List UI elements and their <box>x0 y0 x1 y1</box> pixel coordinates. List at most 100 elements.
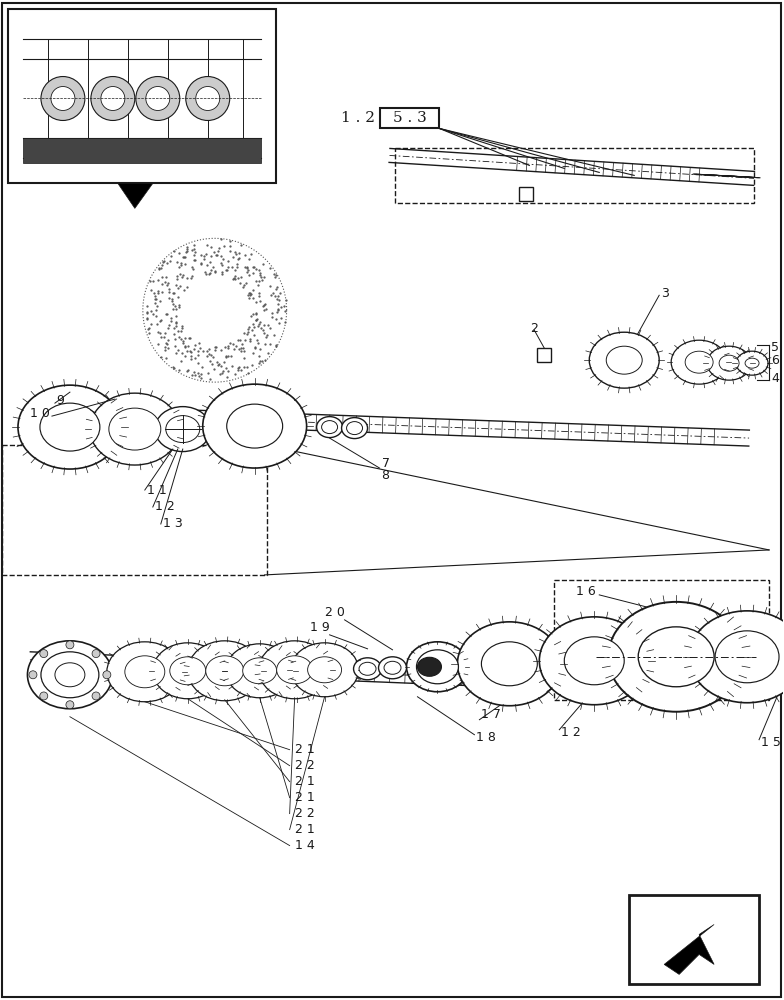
Ellipse shape <box>347 422 362 435</box>
Ellipse shape <box>307 657 342 683</box>
Circle shape <box>41 77 85 120</box>
Ellipse shape <box>205 656 244 686</box>
Ellipse shape <box>406 642 468 692</box>
Ellipse shape <box>418 657 441 676</box>
Ellipse shape <box>719 355 739 371</box>
Text: 1 2: 1 2 <box>561 726 581 739</box>
Text: 1 7: 1 7 <box>481 708 501 721</box>
Ellipse shape <box>291 643 358 697</box>
Bar <box>554 580 769 700</box>
Text: 5: 5 <box>771 341 779 354</box>
Ellipse shape <box>590 332 659 388</box>
Circle shape <box>146 87 170 110</box>
Ellipse shape <box>203 384 307 468</box>
Ellipse shape <box>55 663 85 687</box>
Text: 1 5: 1 5 <box>761 736 781 749</box>
Ellipse shape <box>40 403 100 451</box>
Ellipse shape <box>416 650 459 684</box>
Polygon shape <box>23 138 260 163</box>
Text: 7: 7 <box>382 457 390 470</box>
Circle shape <box>66 701 74 709</box>
Ellipse shape <box>384 661 401 674</box>
Ellipse shape <box>170 657 205 685</box>
Text: 2 1: 2 1 <box>295 823 314 836</box>
Text: 1 . 2: 1 . 2 <box>340 111 375 125</box>
Text: 2 0: 2 0 <box>325 606 344 619</box>
Ellipse shape <box>321 421 338 434</box>
Circle shape <box>136 77 180 120</box>
Ellipse shape <box>457 622 561 706</box>
Ellipse shape <box>715 631 779 683</box>
Circle shape <box>91 77 135 120</box>
Bar <box>2 445 267 575</box>
Ellipse shape <box>342 418 368 439</box>
Ellipse shape <box>107 642 183 702</box>
Text: 1 4: 1 4 <box>295 839 314 852</box>
Ellipse shape <box>41 652 99 698</box>
Ellipse shape <box>90 393 180 465</box>
Text: 2: 2 <box>531 322 539 335</box>
Ellipse shape <box>27 641 112 709</box>
Bar <box>519 187 533 201</box>
Circle shape <box>196 87 220 110</box>
Ellipse shape <box>481 642 537 686</box>
Circle shape <box>186 77 230 120</box>
Circle shape <box>92 650 100 658</box>
Ellipse shape <box>539 617 649 705</box>
Text: 2 2: 2 2 <box>295 759 314 772</box>
Ellipse shape <box>707 346 751 380</box>
Text: 2 1: 2 1 <box>295 775 314 788</box>
Circle shape <box>92 692 100 700</box>
Text: 1 2: 1 2 <box>154 500 175 513</box>
Bar <box>8 9 276 183</box>
Ellipse shape <box>745 358 759 368</box>
Ellipse shape <box>18 385 122 469</box>
Ellipse shape <box>671 340 727 384</box>
Ellipse shape <box>354 658 382 680</box>
Ellipse shape <box>165 416 200 443</box>
Circle shape <box>40 650 48 658</box>
Text: 2 1: 2 1 <box>295 743 314 756</box>
Ellipse shape <box>109 408 161 450</box>
Bar <box>630 895 759 984</box>
Text: 5 . 3: 5 . 3 <box>393 111 426 125</box>
Bar <box>537 348 551 362</box>
Text: 1 8: 1 8 <box>477 731 496 744</box>
Polygon shape <box>118 183 153 208</box>
Circle shape <box>101 87 125 110</box>
Ellipse shape <box>379 657 406 679</box>
Ellipse shape <box>226 644 294 698</box>
Bar <box>379 108 440 128</box>
Circle shape <box>51 87 75 110</box>
Ellipse shape <box>187 641 262 701</box>
Ellipse shape <box>125 656 165 688</box>
Ellipse shape <box>685 351 713 373</box>
Text: 2 1: 2 1 <box>295 791 314 804</box>
Circle shape <box>66 641 74 649</box>
Ellipse shape <box>243 658 277 684</box>
Ellipse shape <box>564 637 624 685</box>
Circle shape <box>29 671 37 679</box>
Text: 3: 3 <box>661 287 669 300</box>
Text: 2 2: 2 2 <box>295 807 314 820</box>
Text: 1 1: 1 1 <box>147 484 166 497</box>
Text: 4: 4 <box>771 372 779 385</box>
Text: 1 0: 1 0 <box>30 407 50 420</box>
Bar <box>394 148 754 203</box>
Circle shape <box>103 671 111 679</box>
Text: 1 9: 1 9 <box>310 621 329 634</box>
Text: 8: 8 <box>382 469 390 482</box>
Ellipse shape <box>606 346 642 374</box>
Circle shape <box>40 692 48 700</box>
Ellipse shape <box>608 602 744 712</box>
Ellipse shape <box>259 641 331 699</box>
Text: 1 6: 1 6 <box>575 585 595 598</box>
Ellipse shape <box>154 407 211 452</box>
Ellipse shape <box>317 417 343 438</box>
Ellipse shape <box>277 656 313 684</box>
Ellipse shape <box>736 351 768 375</box>
Text: 6: 6 <box>771 354 779 367</box>
Ellipse shape <box>638 627 714 687</box>
Ellipse shape <box>227 404 283 448</box>
Text: 1 3: 1 3 <box>163 517 183 530</box>
